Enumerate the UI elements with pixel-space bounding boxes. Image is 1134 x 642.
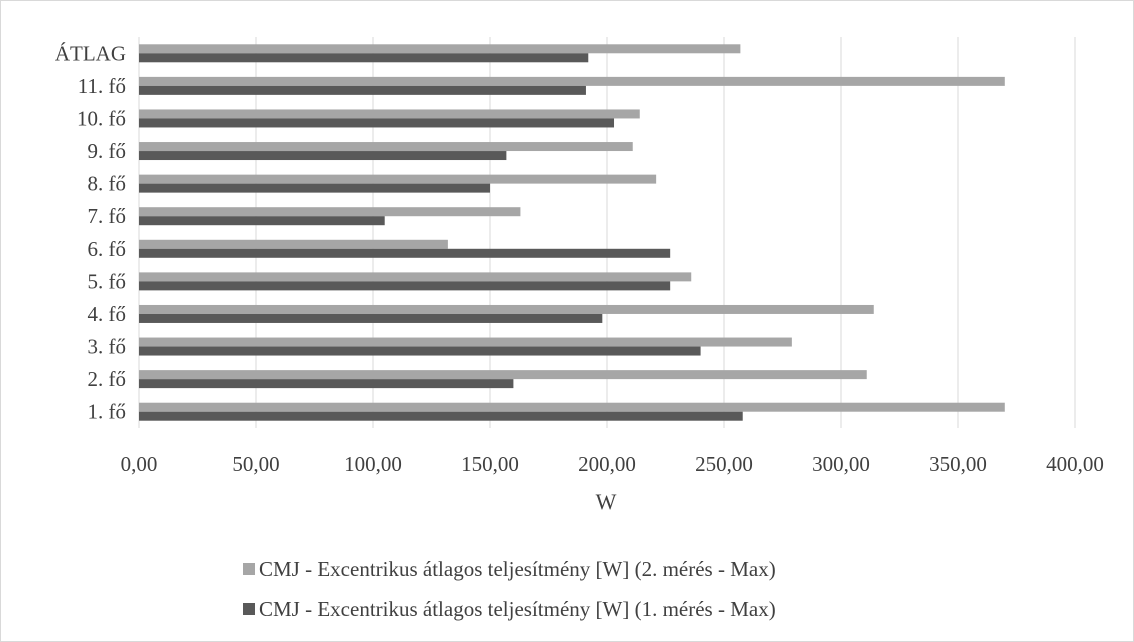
x-tick-label: 250,00 <box>695 452 753 476</box>
x-tick-label: 50,00 <box>232 452 279 476</box>
bars <box>139 44 1005 421</box>
x-tick-labels: 0,00 50,00 100,00 150,00 200,00 250,00 300,00 3… <box>121 452 1104 476</box>
bar-series-2 <box>139 370 867 380</box>
bar-series-1 <box>139 151 507 161</box>
category-label: 8. fő <box>88 172 127 196</box>
bar-series-1 <box>139 411 743 421</box>
x-tick-label: 0,00 <box>121 452 158 476</box>
bar-series-1 <box>139 281 671 291</box>
legend: CMJ - Excentrikus átlagos teljesítmény [… <box>243 557 776 621</box>
bar-series-1 <box>139 248 671 258</box>
bar-series-2 <box>139 239 448 249</box>
x-tick-label: 200,00 <box>578 452 636 476</box>
bar-series-1 <box>139 118 615 128</box>
category-label: 1. fő <box>88 400 127 424</box>
category-label: 7. fő <box>88 204 127 228</box>
bar-series-1 <box>139 53 589 63</box>
category-label: 11. fő <box>78 74 126 98</box>
bar-series-1 <box>139 85 586 95</box>
bar-series-2 <box>139 76 1005 86</box>
x-tick-label: 300,00 <box>812 452 870 476</box>
x-tick-label: 150,00 <box>461 452 519 476</box>
category-labels: 1. fő 2. fő 3. fő 4. fő 5. fő 6. fő 7. fő 8. fő… <box>55 41 126 423</box>
bar-series-1 <box>139 216 385 226</box>
category-label: ÁTLAG <box>55 41 126 65</box>
x-tick-label: 100,00 <box>344 452 402 476</box>
category-label: 9. fő <box>88 139 127 163</box>
bar-series-2 <box>139 304 874 314</box>
bar-series-1 <box>139 379 514 389</box>
bar-series-1 <box>139 313 603 323</box>
legend-swatch-series-1 <box>243 603 255 615</box>
category-label: 2. fő <box>88 367 127 391</box>
bar-series-2 <box>139 142 633 152</box>
category-label: 3. fő <box>88 335 127 359</box>
x-axis-title: W <box>596 489 617 514</box>
category-label: 10. fő <box>77 106 126 130</box>
legend-label-series-2: CMJ - Excentrikus átlagos teljesítmény [… <box>259 557 776 581</box>
bar-series-2 <box>139 272 692 282</box>
bar-series-2 <box>139 402 1005 412</box>
bar-series-2 <box>139 109 640 119</box>
bar-series-2 <box>139 44 741 54</box>
x-tick-label: 350,00 <box>929 452 987 476</box>
x-tick-label: 400,00 <box>1046 452 1104 476</box>
category-label: 5. fő <box>88 269 127 293</box>
bar-series-2 <box>139 174 657 184</box>
bar-series-1 <box>139 183 490 193</box>
category-label: 6. fő <box>88 237 127 261</box>
bar-series-1 <box>139 346 701 356</box>
legend-label-series-1: CMJ - Excentrikus átlagos teljesítmény [… <box>259 597 776 621</box>
legend-swatch-series-2 <box>243 563 255 575</box>
category-label: 4. fő <box>88 302 127 326</box>
bar-series-2 <box>139 207 521 217</box>
grid-lines <box>138 37 1076 428</box>
bar-series-2 <box>139 337 792 347</box>
